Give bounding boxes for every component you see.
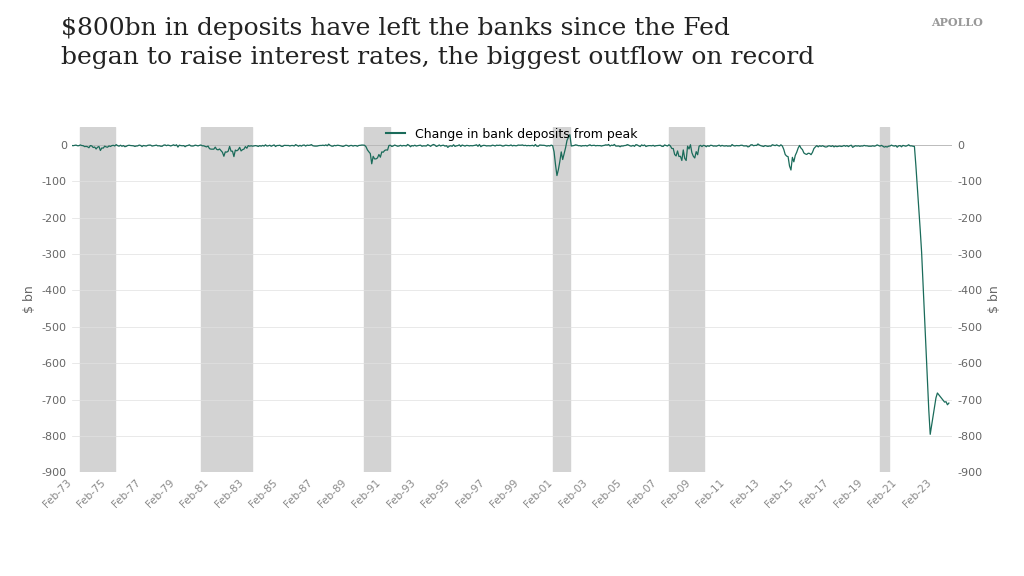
Legend: Change in bank deposits from peak: Change in bank deposits from peak <box>381 123 643 146</box>
Text: APOLLO: APOLLO <box>931 17 983 28</box>
Y-axis label: $ bn: $ bn <box>24 286 36 313</box>
Bar <box>80 127 115 472</box>
Bar <box>201 127 252 472</box>
Y-axis label: $ bn: $ bn <box>988 286 1000 313</box>
Bar <box>365 127 390 472</box>
Bar <box>553 127 570 472</box>
Text: $800bn in deposits have left the banks since the Fed
began to raise interest rat: $800bn in deposits have left the banks s… <box>61 17 815 69</box>
Bar <box>670 127 703 472</box>
Bar <box>880 127 889 472</box>
